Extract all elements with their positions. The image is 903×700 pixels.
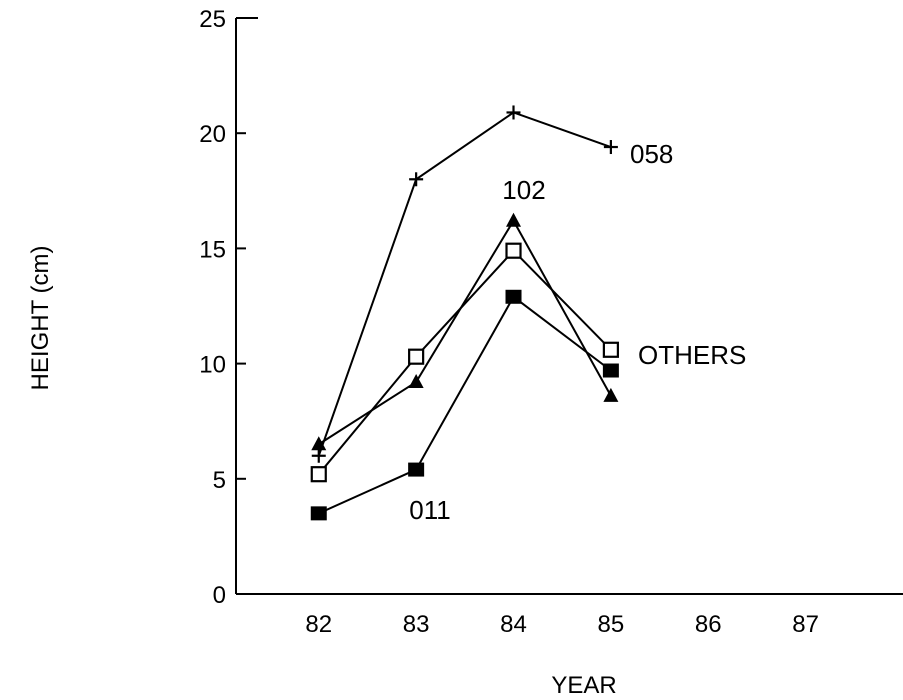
triangle-marker (311, 436, 327, 451)
y-tick-label: 25 (199, 6, 226, 33)
series-102 (311, 212, 619, 451)
plus-marker (311, 448, 326, 463)
x-tick-label: 86 (695, 611, 722, 638)
series-others (310, 242, 619, 483)
y-tick-label: 5 (213, 467, 226, 494)
x-tick-labels: 82 83 84 85 86 87 (305, 611, 819, 638)
plus-marker (506, 105, 521, 120)
open-square-marker (408, 348, 425, 365)
plus-marker (603, 140, 618, 155)
series-011 (310, 289, 619, 521)
triangle-marker (506, 212, 522, 227)
plus-marker (409, 172, 424, 187)
open-square-marker (505, 242, 522, 259)
series-line (317, 249, 612, 475)
triangle-marker (603, 387, 619, 402)
series-label-011: 011 (409, 495, 450, 525)
series-group (310, 105, 619, 521)
series-label-102: 102 (502, 175, 545, 205)
series-058 (311, 105, 618, 463)
series-line (318, 218, 612, 446)
y-tick-labels: 0 5 10 15 20 25 (199, 6, 246, 609)
x-axis-title: YEAR (551, 672, 616, 699)
series-line (317, 111, 612, 457)
series-label-others: OTHERS (638, 340, 746, 370)
open-square-marker (310, 466, 327, 483)
filled-square-marker (505, 289, 522, 304)
open-square-marker (602, 341, 619, 358)
series-labels: 058 102 OTHERS 011 (409, 139, 746, 525)
y-tick-label: 0 (213, 582, 226, 609)
y-axis-title: HEIGHT (cm) (27, 246, 54, 391)
x-tick-label: 85 (598, 611, 625, 638)
y-tick-label: 20 (199, 121, 226, 148)
x-tick-label: 84 (500, 611, 527, 638)
filled-square-marker (408, 462, 425, 477)
x-tick-label: 87 (792, 611, 819, 638)
series-line (318, 295, 612, 515)
y-tick-label: 10 (199, 352, 226, 379)
x-tick-label: 83 (403, 611, 430, 638)
x-tick-label: 82 (305, 611, 332, 638)
triangle-marker (408, 374, 424, 389)
y-tick-label: 15 (199, 236, 226, 263)
filled-square-marker (602, 363, 619, 378)
filled-square-marker (310, 506, 327, 521)
axes (235, 17, 903, 595)
series-label-058: 058 (630, 139, 673, 169)
